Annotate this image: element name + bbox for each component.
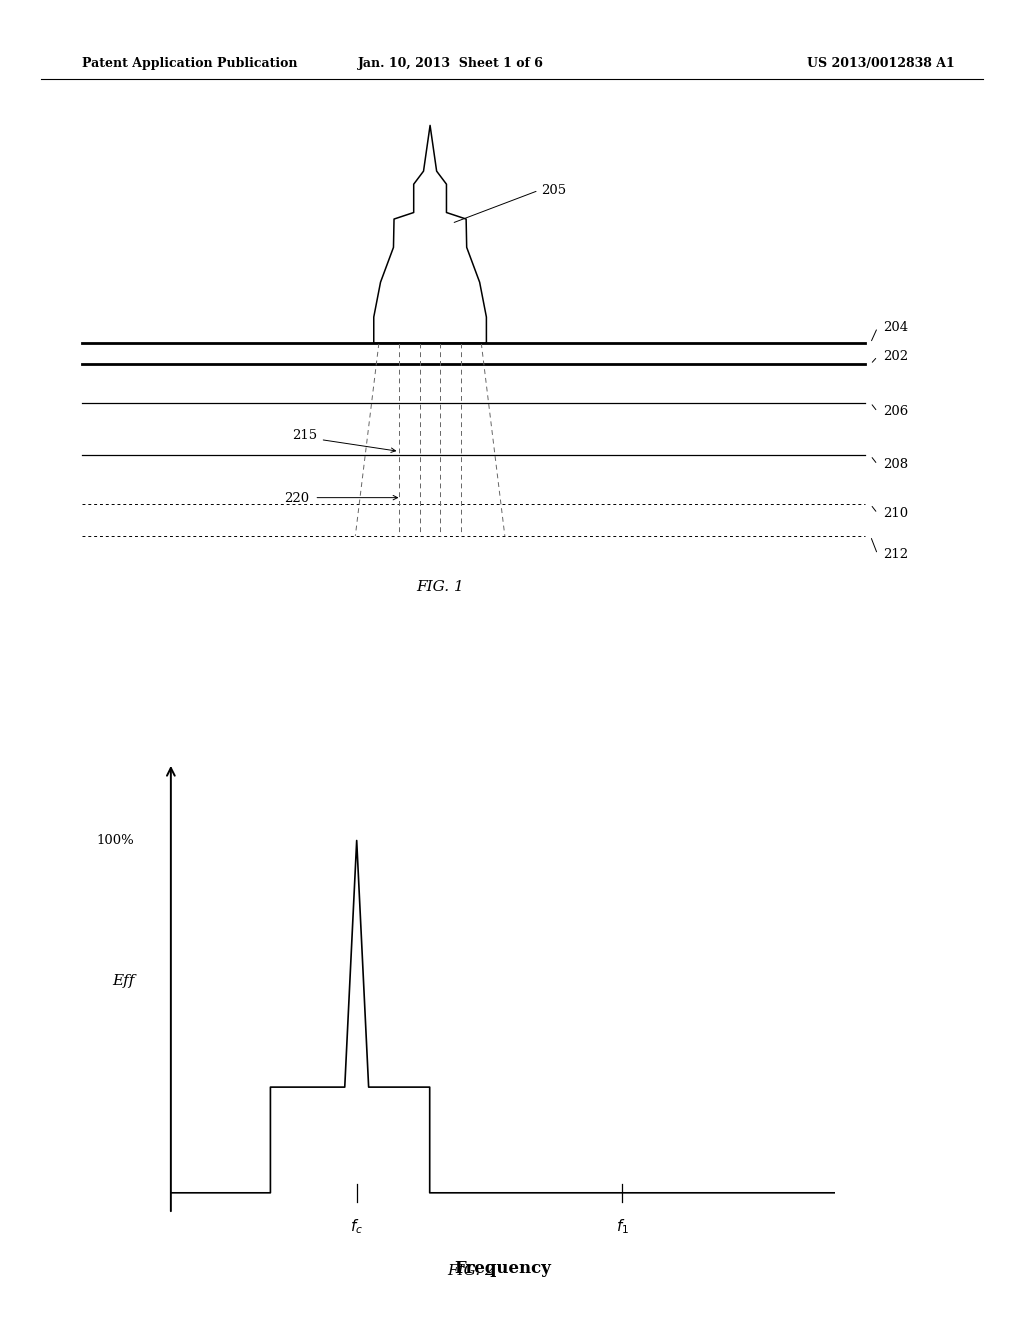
Text: US 2013/0012838 A1: US 2013/0012838 A1 bbox=[807, 57, 954, 70]
Text: Patent Application Publication: Patent Application Publication bbox=[82, 57, 297, 70]
Text: $f_1$: $f_1$ bbox=[615, 1217, 629, 1236]
Text: 100%: 100% bbox=[96, 834, 134, 847]
Text: 202: 202 bbox=[883, 350, 908, 363]
Text: 205: 205 bbox=[541, 183, 566, 197]
Text: Frequency: Frequency bbox=[455, 1259, 551, 1276]
Text: FIG. 1: FIG. 1 bbox=[417, 581, 464, 594]
Text: 204: 204 bbox=[883, 321, 908, 334]
Text: 208: 208 bbox=[883, 458, 908, 471]
Text: FIG. 2: FIG. 2 bbox=[447, 1265, 495, 1278]
Text: 215: 215 bbox=[292, 429, 317, 442]
Text: 206: 206 bbox=[883, 405, 908, 418]
Text: $f_c$: $f_c$ bbox=[350, 1217, 364, 1236]
Text: 220: 220 bbox=[284, 492, 309, 506]
Text: Jan. 10, 2013  Sheet 1 of 6: Jan. 10, 2013 Sheet 1 of 6 bbox=[357, 57, 544, 70]
Text: Eff: Eff bbox=[112, 974, 134, 989]
Text: 212: 212 bbox=[883, 548, 908, 561]
Text: 210: 210 bbox=[883, 507, 908, 520]
